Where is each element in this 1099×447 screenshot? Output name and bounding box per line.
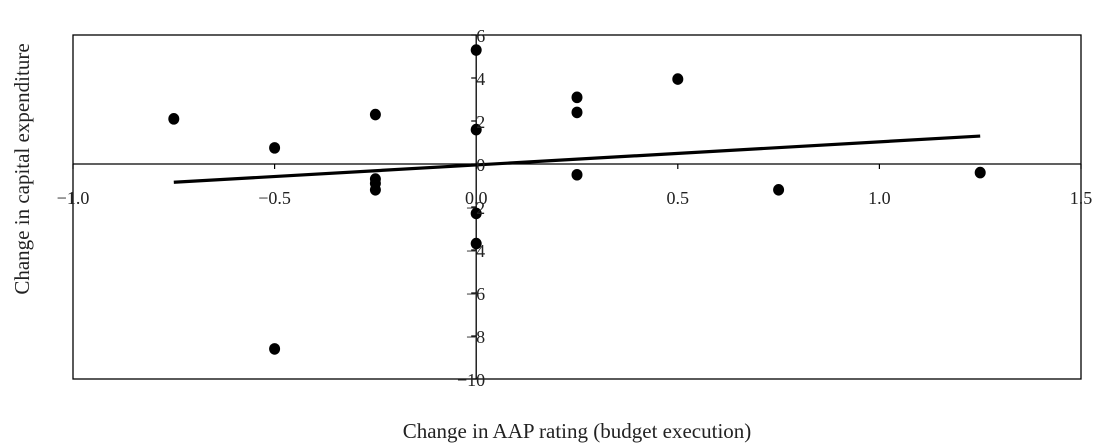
data-point [168,113,180,125]
y-tick-label: 0 [476,155,485,175]
data-point [369,108,381,121]
y-tick-label: 6 [476,26,485,46]
x-tick-label: 0.0 [465,188,488,208]
x-tick-label: 1.0 [868,188,891,208]
trendline-layer [173,134,981,184]
x-tick-label: 0.5 [667,188,690,208]
data-point [571,168,583,181]
plot-frame [72,34,1082,380]
x-tick-label: −1.0 [57,188,90,208]
tick-labels: −1.0 −0.5 0.0 0.5 1.0 1.5 −10 −8 −6 −4 −2 0 2 4 6 [57,26,1093,390]
trendline [173,134,981,184]
y-tick-label: −2 [466,198,485,218]
axes [72,34,1082,380]
y-tick-label: 2 [476,112,485,132]
data-points [168,44,986,355]
y-axis-title: Change in capital expenditure [10,43,34,294]
x-tick-label: 1.5 [1070,188,1093,208]
y-tick-label: 4 [476,69,485,89]
data-point [974,166,986,179]
y-tick-label: −10 [457,370,485,390]
data-point [470,123,482,136]
data-point [773,184,785,196]
data-point [571,106,583,119]
x-axis-title: Change in AAP rating (budget execution) [403,419,752,443]
x-tick-label: −0.5 [258,188,291,208]
data-point [672,73,684,85]
data-point [470,44,482,56]
data-point [269,343,281,355]
data-point [470,237,482,250]
y-tick-label: −8 [466,327,485,347]
data-point [269,142,281,154]
y-tick-label: −4 [466,241,485,261]
y-tick-label: −6 [466,284,485,304]
data-point [369,184,381,196]
data-point [470,207,482,220]
data-point [571,91,583,104]
